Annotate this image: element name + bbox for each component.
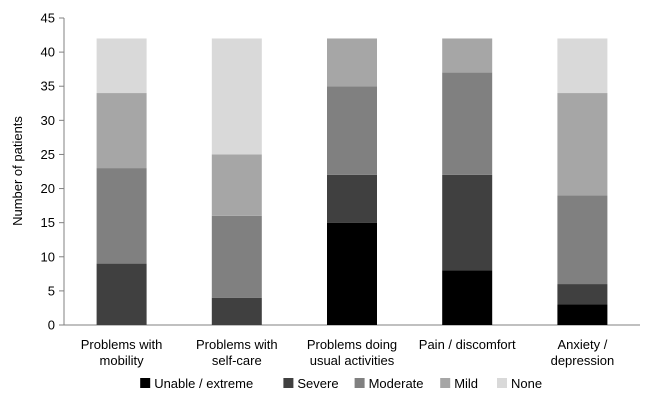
legend-swatch	[140, 378, 151, 388]
bar-segment	[211, 38, 262, 155]
category-label: Problems with mobility	[81, 337, 163, 368]
y-tick-label: 25	[41, 147, 55, 162]
y-tick-label: 30	[41, 113, 55, 128]
bar-segment	[557, 93, 608, 196]
bar-segment	[442, 270, 493, 325]
bar-segment	[327, 86, 377, 175]
bar-segment	[442, 174, 493, 271]
bar-segment	[211, 215, 262, 298]
bar-segment	[557, 38, 608, 94]
legend-swatch	[497, 378, 507, 388]
legend-label: Mild	[454, 376, 478, 391]
category-label: Pain / discomfort	[419, 337, 516, 352]
category-label-line: self-care	[212, 353, 262, 368]
legend-swatch	[283, 378, 294, 388]
bar-segment	[442, 38, 493, 73]
bar-segment	[211, 154, 262, 216]
bar-segment	[96, 93, 147, 169]
bar-segment	[557, 304, 608, 325]
legend-label: Unable / extreme	[154, 376, 253, 391]
legend-swatch	[440, 378, 451, 388]
category-label: Problems doing usual activities	[307, 337, 397, 368]
category-label-line: Anxiety /	[557, 337, 607, 352]
category-label-line: depression	[551, 353, 615, 368]
y-tick-label: 35	[41, 79, 55, 94]
category-label-line: Problems with	[81, 337, 163, 352]
bar-segment	[211, 297, 262, 325]
category-label: Anxiety / depression	[551, 337, 615, 368]
y-tick-label: 20	[41, 181, 55, 196]
y-tick-label: 15	[41, 215, 55, 230]
y-axis-label: Number of patients	[10, 116, 25, 226]
legend: Unable / extreme Severe Moderate Mild None	[140, 376, 542, 391]
y-tick-label: 5	[48, 283, 55, 298]
category-label-line: Problems doing	[307, 337, 397, 352]
category-label-line: usual activities	[310, 353, 395, 368]
bar-segment	[557, 195, 608, 285]
bar-segment	[327, 222, 377, 325]
legend-label: Moderate	[369, 376, 424, 391]
legend-label: Severe	[297, 376, 338, 391]
bar-segment	[96, 263, 147, 325]
bar-segment	[96, 168, 147, 264]
category-label-line: mobility	[100, 353, 145, 368]
bar-segment	[557, 284, 608, 305]
bar-segment	[327, 174, 377, 223]
bar-segment	[96, 38, 147, 94]
bar-segment	[327, 38, 377, 87]
y-tick-label: 45	[41, 11, 55, 26]
category-label: Problems with self-care	[196, 337, 278, 368]
category-label-line: Pain / discomfort	[419, 337, 516, 352]
legend-swatch	[354, 378, 365, 388]
legend-label: None	[511, 376, 542, 391]
y-tick-label: 0	[48, 318, 55, 333]
bar-segment	[442, 72, 493, 175]
category-label-line: Problems with	[196, 337, 278, 352]
y-tick-label: 40	[41, 45, 55, 60]
y-tick-label: 10	[41, 249, 55, 264]
